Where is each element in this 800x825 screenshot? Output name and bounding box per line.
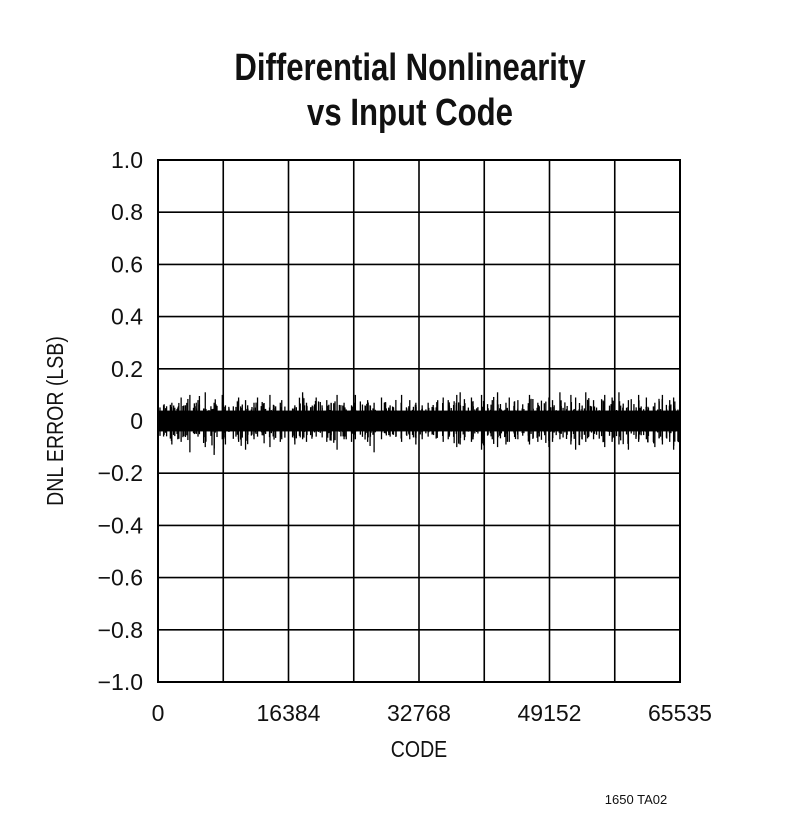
x-tick-label: 49152 (518, 700, 582, 726)
y-tick-label: 0.2 (111, 356, 143, 382)
dnl-series (157, 392, 680, 455)
x-tick-label: 32768 (387, 700, 451, 726)
x-axis-label: CODE (391, 737, 447, 763)
y-tick-label: −0.8 (98, 617, 143, 643)
chart-title-line-1: Differential Nonlinearity (234, 47, 586, 89)
plot-frame (157, 159, 681, 683)
y-axis-label: DNL ERROR (LSB) (43, 336, 69, 506)
y-tick-label: 0.8 (111, 199, 143, 225)
y-tick-label: 0.6 (111, 251, 143, 277)
y-tick-label: 0.4 (111, 304, 143, 330)
y-tick-label: −0.6 (98, 565, 143, 591)
x-tick-label: 16384 (257, 700, 321, 726)
y-tick-label: 0 (130, 408, 143, 434)
chart-title-line-2: vs Input Code (307, 92, 513, 134)
x-tick-label: 0 (152, 700, 165, 726)
y-tick-label: −1.0 (98, 669, 143, 695)
x-tick-label: 65535 (648, 700, 712, 726)
y-tick-label: 1.0 (111, 147, 143, 173)
y-tick-labels: 1.0 0.8 0.6 0.4 0.2 0 −0.2 −0.4 −0.6 −0.8 −1.0 (98, 147, 144, 695)
x-tick-labels: 0 16384 32768 49152 65535 (152, 700, 712, 726)
figure-id: 1650 TA02 (605, 792, 667, 807)
y-tick-label: −0.2 (98, 460, 143, 486)
y-tick-label: −0.4 (98, 512, 144, 538)
